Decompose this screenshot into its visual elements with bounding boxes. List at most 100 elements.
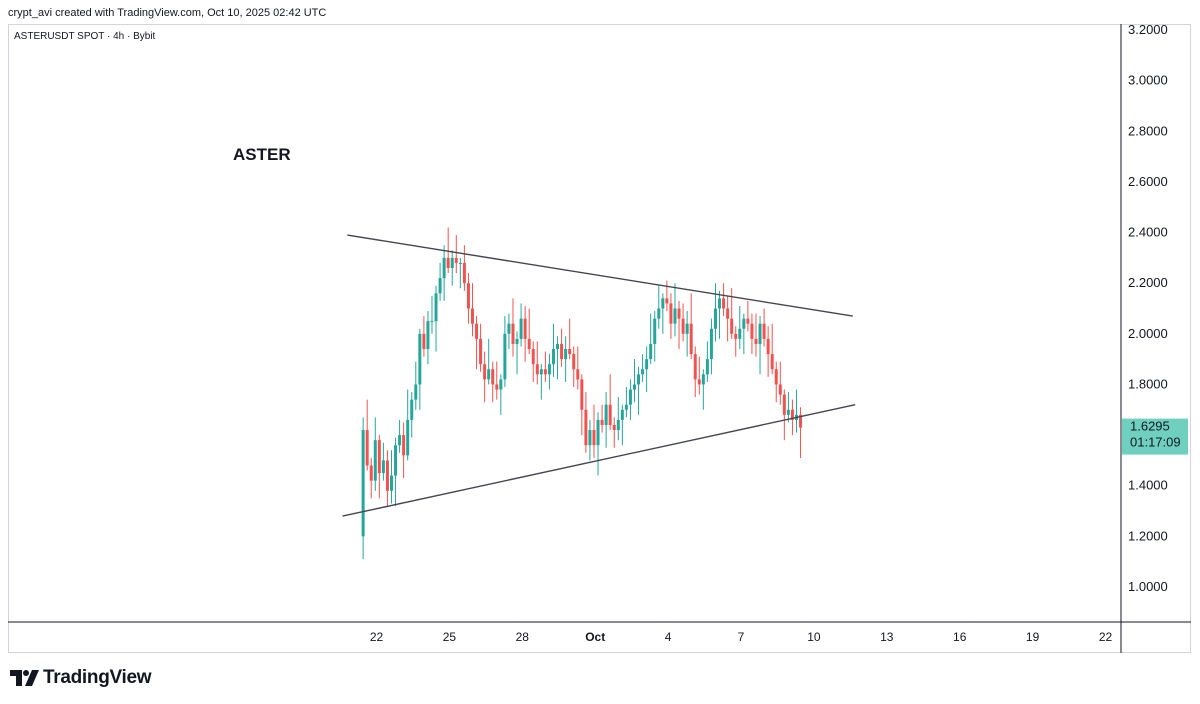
bar-countdown: 01:17:09 <box>1130 435 1181 450</box>
candle-body <box>612 424 616 431</box>
candle-body <box>754 338 758 344</box>
candle-body <box>641 369 645 375</box>
trendline-upper[interactable] <box>347 234 853 317</box>
candle-body <box>365 430 369 466</box>
price-tick-label: 1.2000 <box>1128 528 1168 543</box>
candle-body <box>592 430 596 446</box>
last-price-tag-bg <box>1122 418 1188 455</box>
candle-body <box>479 338 483 365</box>
candle-body <box>620 409 624 420</box>
price-tick-label: 1.8000 <box>1128 376 1168 391</box>
candle-body <box>547 364 551 375</box>
time-tick-label: 25 <box>443 630 457 644</box>
candle-body <box>402 435 406 456</box>
candle-body <box>560 343 564 360</box>
price-tick-label: 3.2000 <box>1128 22 1168 37</box>
candle-body <box>746 318 750 324</box>
candle-body <box>685 323 689 334</box>
candle-body <box>600 419 604 425</box>
candle-body <box>576 369 580 380</box>
candle-body <box>568 349 572 355</box>
candle-body <box>539 369 543 375</box>
candle-body <box>458 262 462 264</box>
candle-body <box>632 384 636 390</box>
chart-annotation-text: ASTER <box>233 145 291 164</box>
price-tick-label: 1.0000 <box>1128 579 1168 594</box>
candle-body <box>454 257 458 263</box>
time-axis: 22 25 28 Oct 4 7 10 13 16 19 22 <box>8 621 1191 644</box>
candle-body <box>369 465 373 481</box>
candle-body <box>470 308 474 324</box>
price-tick-label: 1.4000 <box>1128 478 1168 493</box>
candle-body <box>799 414 803 428</box>
candle-body <box>543 369 547 375</box>
time-tick-label: 16 <box>953 630 967 644</box>
candle-body <box>434 293 438 322</box>
candle-body <box>624 404 628 410</box>
candle-body <box>389 475 393 491</box>
candle-body <box>774 369 778 385</box>
candle-body <box>665 298 669 304</box>
chart-frame <box>8 24 1191 653</box>
tradingview-wordmark: TradingView <box>43 667 152 688</box>
candle-body <box>713 308 717 329</box>
time-tick-label: 7 <box>738 630 745 644</box>
candle-body <box>649 343 653 360</box>
candle-body <box>414 384 418 400</box>
candle-body <box>487 369 491 380</box>
candle-body <box>483 364 487 380</box>
candle-body <box>637 374 641 385</box>
candle-body <box>669 303 673 324</box>
candle-body <box>782 394 786 415</box>
candle-body <box>730 318 734 334</box>
time-tick-label: Oct <box>585 630 605 644</box>
candle-body <box>608 404 612 425</box>
candle-body <box>657 308 661 319</box>
candle-body <box>604 404 608 425</box>
candle-body <box>377 440 381 474</box>
candle-body <box>503 333 507 380</box>
time-tick-label: 13 <box>880 630 894 644</box>
candle-body <box>673 308 677 324</box>
price-axis: 3.2000 3.0000 2.8000 2.6000 2.4000 2.2000 2.00… <box>1120 22 1168 653</box>
chart-caption: crypt_avi created with TradingView.com, … <box>8 7 327 19</box>
candle-body <box>511 323 515 344</box>
candle-body <box>556 343 560 350</box>
candle-body <box>438 278 442 294</box>
candle-body <box>515 338 519 344</box>
price-tick-label: 2.2000 <box>1128 275 1168 290</box>
tradingview-logo: TradingView <box>10 667 152 689</box>
price-tick-label: 2.0000 <box>1128 326 1168 341</box>
candle-body <box>701 374 705 385</box>
candle-body <box>738 328 742 339</box>
candle-body <box>394 445 398 476</box>
candle-body <box>398 435 402 446</box>
price-tick-label: 3.0000 <box>1128 73 1168 88</box>
trendline-lower[interactable] <box>342 404 856 517</box>
candle-body <box>645 359 649 370</box>
candle-body <box>446 257 450 268</box>
candle-body <box>462 262 466 284</box>
candle-body <box>507 323 511 334</box>
candle-body <box>406 419 410 456</box>
candle-body <box>722 298 726 309</box>
candle-body <box>564 349 568 360</box>
candle-body <box>718 298 722 309</box>
price-tick-label: 2.4000 <box>1128 225 1168 240</box>
candle-body <box>442 257 446 279</box>
candle-body <box>426 321 430 350</box>
candle-body <box>750 323 754 339</box>
time-tick-label: 19 <box>1026 630 1040 644</box>
candle-body <box>385 460 389 491</box>
candle-body <box>519 318 523 339</box>
candle-body <box>689 323 693 355</box>
candle-body <box>693 354 697 380</box>
candle-body <box>766 338 770 355</box>
candle-body <box>786 409 790 415</box>
candle-body <box>580 379 584 410</box>
candle-body <box>758 323 762 344</box>
trendline-layer <box>342 234 856 517</box>
candle-body <box>410 399 414 420</box>
price-tick-label: 2.8000 <box>1128 123 1168 138</box>
